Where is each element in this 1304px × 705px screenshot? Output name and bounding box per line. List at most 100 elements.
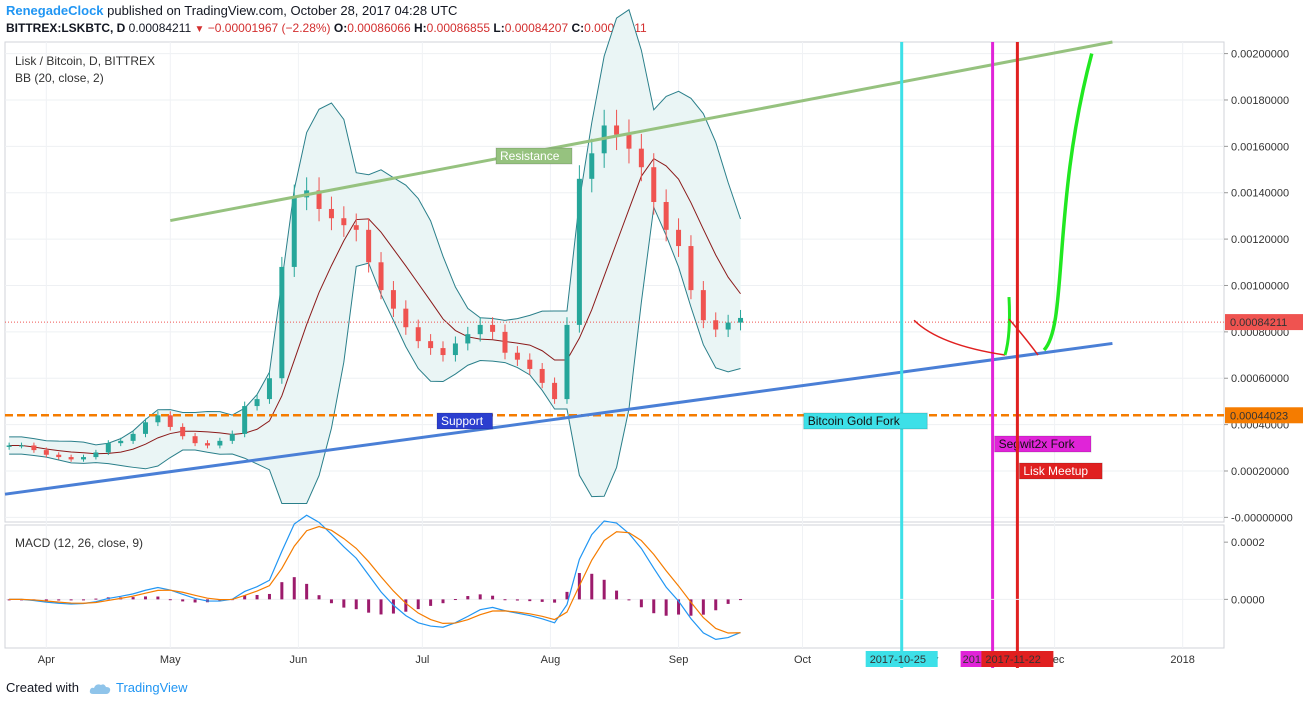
price-change: −0.00001967 (−2.28%) — [207, 21, 331, 35]
bb-lower — [9, 205, 741, 504]
projection-spike — [1003, 296, 1011, 356]
price-axis-tag: 0.00084211 — [1225, 314, 1303, 331]
macd-hist-bar — [243, 595, 247, 600]
candle-body — [651, 167, 657, 202]
candle — [93, 449, 99, 460]
candle — [279, 256, 285, 384]
candle-body — [142, 422, 148, 434]
candle-body — [279, 266, 285, 379]
candle — [663, 189, 669, 242]
macd-hist-bar — [528, 599, 532, 602]
macd-hist-bar — [615, 590, 619, 600]
candle — [19, 442, 25, 449]
y-tick-label: 0.00060000 — [1231, 373, 1289, 385]
candle-body — [130, 433, 136, 441]
resistance-label-text: Resistance — [500, 149, 560, 163]
candle — [81, 454, 87, 462]
candle-body — [428, 341, 434, 349]
event-lines: Bitcoin Gold Fork Segwit2x Fork Lisk Meetu… — [803, 42, 1103, 668]
macd-hist-bar — [739, 599, 743, 601]
candle-body — [390, 290, 396, 309]
support-line — [4, 341, 1113, 496]
tradingview-link[interactable]: TradingView — [116, 680, 188, 695]
macd-hist-bar — [69, 599, 73, 601]
candle — [539, 363, 545, 389]
macd-hist-bar — [342, 599, 346, 608]
bb-upper — [9, 8, 742, 446]
candle-body — [180, 426, 186, 437]
event-date-tag: 2017-10-25 — [865, 651, 938, 667]
macd-hist-bar — [329, 599, 333, 604]
candle — [688, 235, 694, 300]
macd-hist-bar — [267, 593, 271, 600]
macd-hist-bar — [292, 577, 296, 600]
price-tag-text: 0.00084211 — [1230, 317, 1287, 329]
macd-hist-bar — [317, 595, 321, 600]
candle — [192, 432, 198, 447]
projection-drop — [913, 319, 1006, 356]
y-tick-label: -0.00000000 — [1231, 512, 1293, 524]
macd-hist-bar — [44, 599, 48, 601]
macd-frame — [4, 524, 1225, 649]
macd-hist-bar — [391, 599, 395, 614]
candle-body — [738, 317, 744, 323]
candle — [291, 184, 297, 277]
candle — [229, 430, 235, 444]
indicator-title: BB (20, close, 2) — [15, 71, 104, 85]
candle — [366, 218, 372, 273]
candle-body — [626, 134, 632, 149]
candle — [477, 317, 483, 342]
candle — [403, 300, 409, 335]
macd-hist-bar — [714, 599, 718, 611]
candle — [68, 454, 74, 462]
author-link[interactable]: RenegadeClock — [6, 3, 104, 18]
x-tick-label: Apr — [38, 654, 55, 666]
publish-info: published on TradingView.com, October 28… — [107, 3, 458, 18]
high-value: 0.00086855 — [426, 21, 491, 35]
price-axis-tag: 0.00044023 — [1225, 407, 1303, 424]
open-label: O: — [333, 21, 348, 35]
event-date-text: 2017-11-22 — [985, 654, 1040, 666]
macd-hist-bar — [590, 573, 594, 600]
event-label-text: Lisk Meetup — [1023, 464, 1088, 478]
x-tick-label: May — [160, 654, 181, 666]
bb-fill — [9, 9, 741, 504]
y-tick-label: 0.00120000 — [1231, 234, 1289, 246]
candle — [155, 411, 161, 427]
candle-body — [576, 178, 582, 325]
candle-body — [118, 440, 124, 444]
macd-hist-bar — [652, 599, 656, 614]
candle — [254, 394, 260, 411]
macd-hist-bar — [280, 582, 284, 600]
candle — [43, 447, 49, 458]
candle — [552, 377, 558, 404]
last-price: 0.00084211 — [128, 21, 192, 35]
event-label-text: Segwit2x Fork — [999, 437, 1076, 451]
y-tick-label: 0.00180000 — [1231, 95, 1289, 107]
candle-body — [341, 218, 347, 226]
candle-body — [663, 202, 669, 230]
macd-tick-label: 0.0000 — [1231, 594, 1265, 606]
macd-hist-bar — [193, 599, 197, 603]
support-label-bg — [436, 412, 494, 430]
price-tag-bg — [1225, 314, 1303, 331]
candle — [204, 440, 210, 449]
candle-body — [105, 443, 111, 453]
candle — [378, 252, 384, 300]
candle-body — [217, 440, 223, 446]
candle — [738, 309, 744, 331]
high-label: H: — [413, 21, 427, 35]
candle — [725, 314, 731, 338]
symbol-label: BITTREX:LSKBTC, D — [6, 21, 126, 35]
candle-body — [291, 197, 297, 267]
candle — [415, 319, 421, 349]
candle — [242, 401, 248, 438]
candle — [428, 334, 434, 355]
macd-hist-bar — [131, 597, 135, 600]
projection-retest — [1008, 318, 1039, 356]
macd-hist-bar — [453, 599, 457, 601]
candle-body — [638, 148, 644, 168]
candle — [452, 336, 458, 362]
macd-hist-bar — [379, 599, 383, 615]
